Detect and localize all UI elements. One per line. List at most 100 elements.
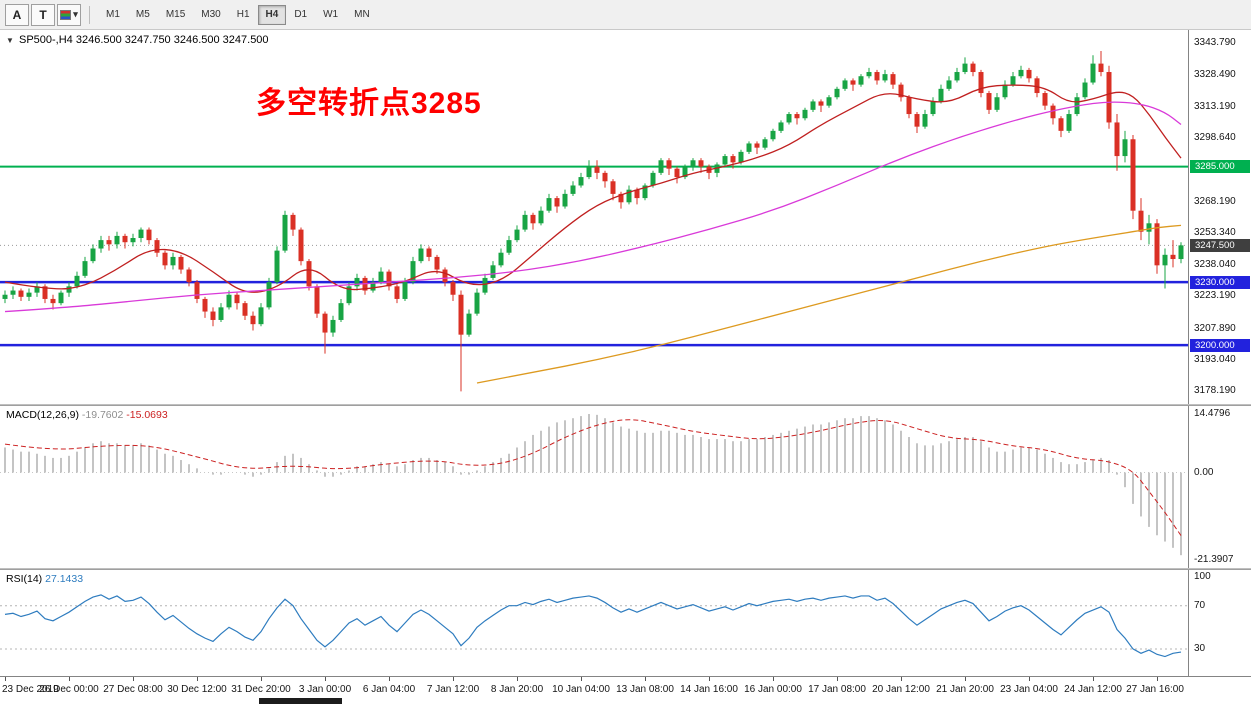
candle: [386, 271, 392, 287]
candle: [402, 282, 408, 299]
timeframe-button-H1[interactable]: H1: [229, 5, 258, 25]
candle: [114, 235, 120, 245]
timeframe-button-M30[interactable]: M30: [193, 5, 228, 25]
candle: [722, 156, 728, 165]
candle: [1138, 210, 1144, 232]
candle: [482, 277, 488, 293]
price-line-badge: 3200.000: [1190, 338, 1250, 352]
timeframe-button-H4[interactable]: H4: [257, 4, 287, 25]
candle: [410, 261, 416, 283]
scrollbar-thumb[interactable]: [259, 698, 342, 704]
candle: [146, 229, 152, 241]
candle: [546, 198, 552, 211]
candle: [554, 198, 560, 207]
candle: [946, 80, 952, 89]
rsi-scale-label: 100: [1194, 571, 1211, 582]
candle: [418, 248, 424, 262]
candle: [82, 261, 88, 276]
timeframe-button-M15[interactable]: M15: [158, 5, 193, 25]
timeframe-button-MN[interactable]: MN: [346, 5, 378, 25]
timeframe-group: M1 M5 M15 M30 H1 H4 D1 W1 MN: [98, 4, 378, 25]
time-tick: [773, 677, 774, 681]
macd-signal-value: -15.0693: [126, 409, 168, 421]
toolbar-separator: [89, 5, 90, 24]
candle: [162, 252, 168, 266]
candle: [170, 256, 176, 266]
timeframe-button-M5[interactable]: M5: [128, 5, 158, 25]
cursor-tool-button[interactable]: A: [5, 3, 29, 26]
candle: [322, 313, 328, 333]
candle: [906, 97, 912, 115]
candle: [666, 160, 672, 169]
time-axis-label: 23 Jan 04:00: [1000, 684, 1058, 695]
candle: [514, 229, 520, 241]
rsi-scale-label: 70: [1194, 599, 1206, 611]
candle: [242, 303, 248, 316]
candle: [970, 63, 976, 73]
candle: [594, 166, 600, 173]
time-axis-label: 27 Dec 08:00: [103, 684, 163, 695]
candle: [26, 292, 32, 297]
collapse-arrow-icon[interactable]: ▼: [6, 36, 14, 45]
candle: [42, 286, 48, 299]
price-scale: 3343.790 3328.490 3313.190 3298.640 3268.190…: [1188, 30, 1251, 404]
timeframe-button-M1[interactable]: M1: [98, 5, 128, 25]
candle: [1010, 76, 1016, 85]
time-axis-label: 14 Jan 16:00: [680, 684, 738, 695]
time-tick: [133, 677, 134, 681]
candle: [1130, 139, 1136, 211]
macd-pane: 14.4796 0.00 -21.3907 MACD(12,26,9) -19.76…: [0, 406, 1251, 568]
candle: [618, 193, 624, 203]
time-axis-label: 6 Jan 04:00: [362, 684, 416, 695]
candle: [938, 88, 944, 102]
price-scale-label: 3298.640: [1194, 131, 1236, 143]
rsi-chart[interactable]: [0, 570, 1188, 676]
candle: [826, 97, 832, 106]
time-axis-label: 30 Dec 12:00: [167, 684, 227, 695]
styles-dropdown-button[interactable]: ▾: [57, 3, 81, 26]
text-tool-button[interactable]: T: [31, 3, 55, 26]
time-tick: [837, 677, 838, 681]
candle: [810, 101, 816, 110]
pane-separator[interactable]: [0, 568, 1251, 570]
candle: [626, 189, 632, 203]
candle: [426, 248, 432, 257]
time-axis-label: 8 Jan 20:00: [490, 684, 544, 695]
candle: [794, 114, 800, 119]
time-tick: [453, 677, 454, 681]
candle: [474, 292, 480, 314]
price-pane: 3343.790 3328.490 3313.190 3298.640 3268.190…: [0, 30, 1251, 404]
pane-separator[interactable]: [0, 404, 1251, 406]
candle: [154, 240, 160, 253]
candle: [746, 143, 752, 152]
time-tick: [69, 677, 70, 681]
ohlc-values: 3246.500 3247.750 3246.500 3247.500: [75, 34, 269, 46]
candle: [178, 256, 184, 270]
candle: [962, 63, 968, 73]
candle: [1034, 78, 1040, 94]
rsi-line: [4, 594, 1182, 658]
candle: [570, 185, 576, 194]
candle: [138, 229, 144, 239]
price-annotation[interactable]: 多空转折点3285: [256, 87, 482, 120]
candle: [538, 210, 544, 224]
candle: [394, 286, 400, 299]
candle: [2, 294, 8, 299]
macd-signal-line: [4, 419, 1182, 536]
candle: [650, 172, 656, 186]
timeframe-button-W1[interactable]: W1: [315, 5, 346, 25]
candle: [50, 298, 56, 304]
macd-chart[interactable]: [0, 406, 1188, 568]
time-tick: [197, 677, 198, 681]
candle: [442, 269, 448, 283]
macd-scale-label: 0.00: [1194, 466, 1214, 478]
timeframe-button-D1[interactable]: D1: [286, 5, 315, 25]
time-tick: [325, 677, 326, 681]
price-scale-label: 3343.790: [1194, 37, 1236, 49]
candle: [466, 313, 472, 335]
price-scale-label: 3207.890: [1194, 322, 1236, 334]
price-chart[interactable]: [0, 30, 1188, 404]
candle: [202, 298, 208, 312]
time-axis-label: 31 Dec 20:00: [231, 684, 291, 695]
ma-line-mid: [4, 101, 1182, 313]
